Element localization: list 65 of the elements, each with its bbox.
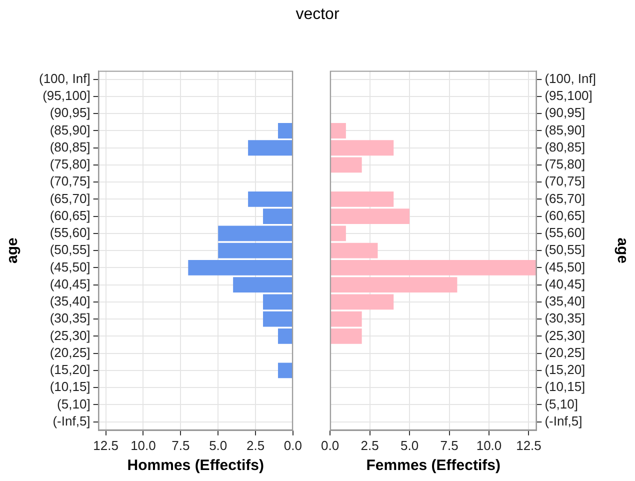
- y-tick-label: (50,55]: [544, 242, 586, 258]
- y-tick-label: (15,20]: [544, 362, 586, 378]
- y-tick-label: (95,100]: [42, 88, 90, 104]
- y-tick-label: (35,40]: [544, 294, 586, 309]
- y-tick-label: (5,10]: [57, 396, 90, 412]
- x-tick-label: 5.0: [400, 438, 419, 453]
- x-tick-label: 10.0: [130, 438, 156, 453]
- y-tick-label: (85,90]: [50, 122, 90, 138]
- y-tick-label: (65,70]: [544, 190, 586, 206]
- y-tick-label: (55,60]: [544, 225, 586, 240]
- bar: [330, 226, 346, 242]
- y-tick-label: (20,25]: [544, 344, 586, 360]
- y-tick-label: (55,60]: [50, 225, 90, 240]
- y-tick-label: (100, Inf]: [544, 70, 596, 86]
- y-tick-label: (-Inf,5]: [544, 413, 582, 428]
- y-tick-label: (85,90]: [544, 122, 586, 138]
- y-tick-label: (75,80]: [544, 156, 586, 172]
- x-tick-label: 2.5: [246, 438, 265, 453]
- x-axis-title: Hommes (Effectifs): [127, 457, 264, 474]
- x-axis-title: Femmes (Effectifs): [366, 457, 500, 474]
- y-tick-label: (60,65]: [50, 208, 90, 223]
- y-tick-label: (-Inf,5]: [52, 413, 90, 428]
- x-tick-label: 12.5: [93, 438, 118, 453]
- y-tick-label: (30,35]: [544, 310, 586, 326]
- bar: [330, 157, 362, 173]
- y-tick-label: (15,20]: [50, 362, 90, 378]
- y-tick-label: (35,40]: [50, 294, 90, 309]
- y-tick-label: (30,35]: [50, 310, 90, 326]
- y-tick-label: (10,15]: [50, 379, 90, 394]
- y-tick-label: (60,65]: [544, 208, 586, 223]
- y-tick-label: (80,85]: [50, 139, 90, 154]
- y-tick-label: (40,45]: [50, 276, 90, 292]
- y-tick-label: (65,70]: [50, 190, 90, 206]
- y-tick-label: (40,45]: [544, 276, 586, 292]
- x-tick-label: 2.5: [360, 438, 379, 453]
- y-tick-label: (25,30]: [50, 328, 90, 343]
- y-tick-label: (100, Inf]: [38, 70, 90, 86]
- chart-title: vector: [294, 6, 340, 24]
- y-tick-label: (90,95]: [544, 105, 586, 120]
- x-tick-label: 12.5: [516, 438, 542, 453]
- x-tick-label: 5.0: [209, 438, 228, 453]
- x-tick-label: 0.0: [320, 438, 340, 453]
- y-tick-label: (90,95]: [50, 105, 90, 120]
- bar: [278, 362, 292, 378]
- y-tick-label: (50,55]: [50, 242, 90, 258]
- y-tick-label: (80,85]: [544, 139, 586, 154]
- y-tick-label: (70,75]: [544, 174, 586, 189]
- y-tick-label: (10,15]: [544, 379, 586, 394]
- y-tick-label: (45,50]: [544, 259, 586, 274]
- y-tick-label: (75,80]: [50, 156, 90, 172]
- y-tick-label: (25,30]: [544, 328, 586, 343]
- x-tick-label: 7.5: [172, 438, 190, 453]
- x-tick-label: 10.0: [476, 438, 502, 453]
- bar: [263, 294, 292, 310]
- y-tick-label: (5,10]: [544, 396, 578, 412]
- y-tick-label: (20,25]: [50, 344, 90, 360]
- bar: [218, 226, 292, 242]
- y-tick-label: (70,75]: [50, 174, 90, 189]
- x-tick-label: 0.0: [284, 438, 302, 453]
- y-tick-label: (95,100]: [544, 88, 592, 104]
- bar: [330, 294, 394, 310]
- y-axis-title: age: [614, 238, 631, 264]
- y-tick-label: (45,50]: [50, 259, 90, 274]
- y-axis-title: age: [4, 238, 22, 264]
- x-tick-label: 7.5: [440, 438, 458, 453]
